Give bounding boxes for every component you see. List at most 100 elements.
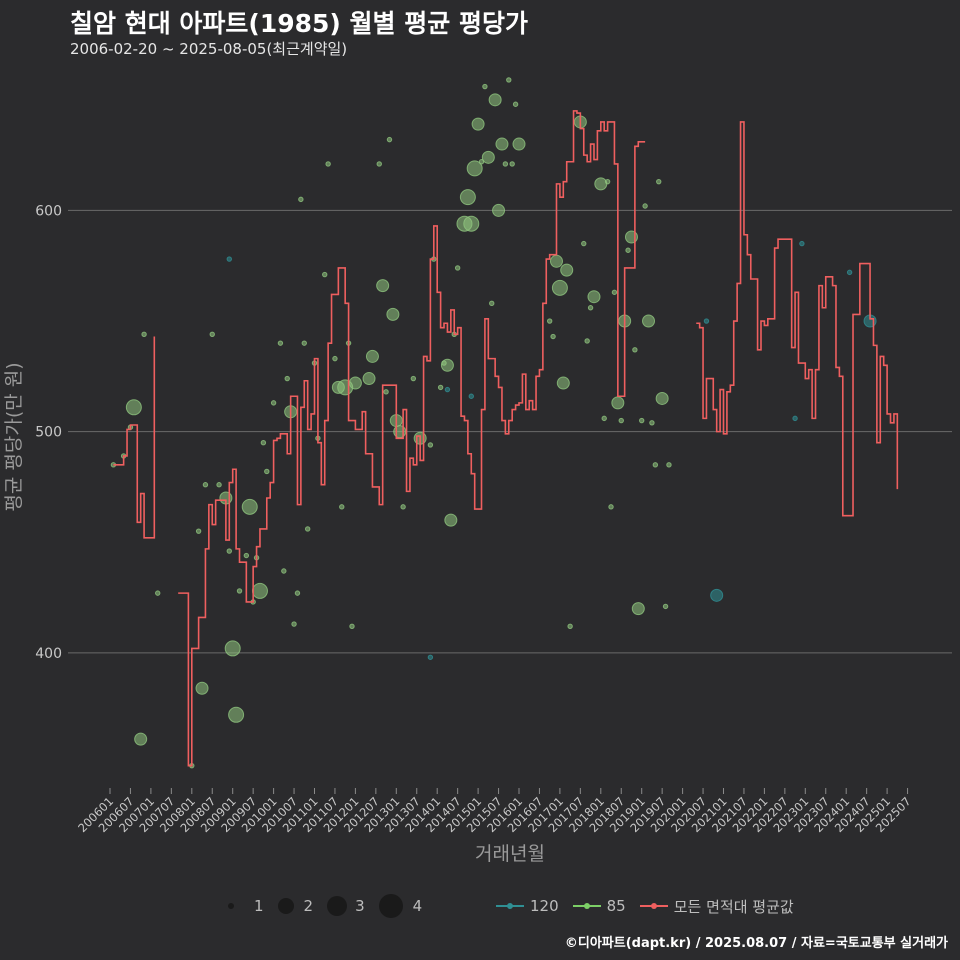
series-legend: 120 85 모든 면적대 평균값 (496, 890, 808, 922)
point-85 (241, 498, 258, 515)
average-line (113, 110, 899, 767)
point-85 (437, 384, 444, 391)
point-85 (466, 160, 483, 177)
average-line-segment (113, 336, 156, 539)
point-120 (444, 386, 451, 393)
point-85 (365, 349, 379, 363)
point-85 (155, 590, 161, 596)
y-tick-label: 400 (35, 646, 62, 662)
point-85 (666, 462, 672, 468)
point-85 (427, 442, 434, 448)
point-85 (134, 732, 148, 746)
size-legend-item-2: 2 (277, 897, 313, 915)
point-85 (482, 83, 488, 90)
size-1-label: 1 (254, 897, 264, 915)
point-85 (652, 462, 659, 468)
point-85 (459, 189, 476, 206)
point-85 (440, 358, 454, 372)
point-85 (325, 161, 331, 167)
point-85 (386, 136, 393, 143)
size-4-marker (378, 894, 403, 918)
point-85 (608, 504, 614, 510)
point-85 (639, 417, 645, 424)
point-85 (291, 621, 297, 627)
size-3-label: 3 (355, 897, 365, 915)
point-85 (512, 101, 519, 107)
y-tick-label: 600 (35, 203, 62, 219)
point-85 (655, 391, 669, 405)
scatter-points (110, 77, 877, 769)
point-85 (512, 137, 526, 151)
point-85 (463, 215, 480, 232)
point-85 (270, 400, 277, 406)
series-85-label: 85 (606, 897, 626, 915)
point-85 (454, 265, 461, 271)
point-85 (625, 247, 631, 253)
point-85 (226, 548, 232, 554)
point-120 (792, 415, 798, 422)
point-85 (587, 305, 594, 311)
point-120 (226, 256, 232, 262)
x-axis-label: 거래년월 (475, 843, 545, 865)
point-85 (264, 468, 270, 475)
point-85 (224, 640, 241, 657)
point-85 (332, 355, 338, 362)
chart-title: 칠암 현대 아파트(1985) 월별 평균 평당가 (70, 9, 528, 38)
point-85 (489, 300, 495, 307)
point-85 (339, 504, 345, 510)
point-85 (251, 582, 268, 599)
series-average-marker (639, 903, 668, 909)
size-legend-item-3: 3 (327, 896, 365, 916)
size-2-marker (277, 898, 294, 914)
point-85 (611, 396, 625, 410)
point-85 (581, 240, 587, 247)
series-average-label: 모든 면적대 평균값 (673, 897, 794, 916)
point-85 (656, 178, 662, 185)
point-85 (550, 333, 556, 340)
point-85 (216, 482, 222, 488)
point-85 (631, 602, 645, 616)
series-120-label: 120 (530, 897, 559, 915)
point-85 (601, 415, 607, 422)
point-85 (348, 376, 362, 390)
point-85 (349, 623, 355, 630)
point-85 (604, 178, 611, 185)
average-line-segment (696, 121, 899, 517)
point-85 (284, 375, 290, 382)
size-3-marker (327, 896, 348, 916)
series-120-marker (496, 903, 524, 909)
point-85 (141, 331, 147, 338)
point-85 (195, 528, 202, 534)
size-legend: 1 2 3 4 (228, 890, 436, 922)
point-85 (556, 376, 570, 390)
point-85 (410, 375, 417, 382)
point-85 (125, 399, 142, 416)
size-1-marker (228, 903, 234, 909)
point-85 (362, 372, 376, 386)
point-85 (376, 279, 390, 293)
footer-credit: ©디아파트(dapt.kr) / 2025.08.07 / 자료=국토교통부 실… (564, 936, 948, 951)
size-4-label: 4 (412, 897, 423, 915)
size-legend-item-4: 4 (378, 894, 423, 918)
point-85 (304, 526, 311, 532)
point-120 (468, 393, 474, 399)
point-85 (322, 271, 328, 278)
point-85 (642, 203, 648, 209)
chart-subtitle: 2006-02-20 ~ 2025-08-05(최근계약일) (70, 40, 348, 58)
point-85 (228, 706, 245, 723)
point-85 (281, 568, 287, 574)
point-85 (195, 681, 209, 695)
point-85 (488, 93, 502, 107)
point-85 (492, 203, 506, 217)
point-85 (642, 314, 656, 328)
point-85 (662, 603, 669, 610)
point-85 (260, 439, 267, 446)
series-85-marker (572, 903, 601, 909)
point-85 (502, 161, 509, 167)
grid-lines (68, 209, 952, 654)
point-85 (618, 417, 624, 424)
point-85 (202, 482, 209, 488)
point-85 (481, 150, 495, 164)
point-85 (549, 254, 563, 268)
point-120 (427, 654, 434, 660)
